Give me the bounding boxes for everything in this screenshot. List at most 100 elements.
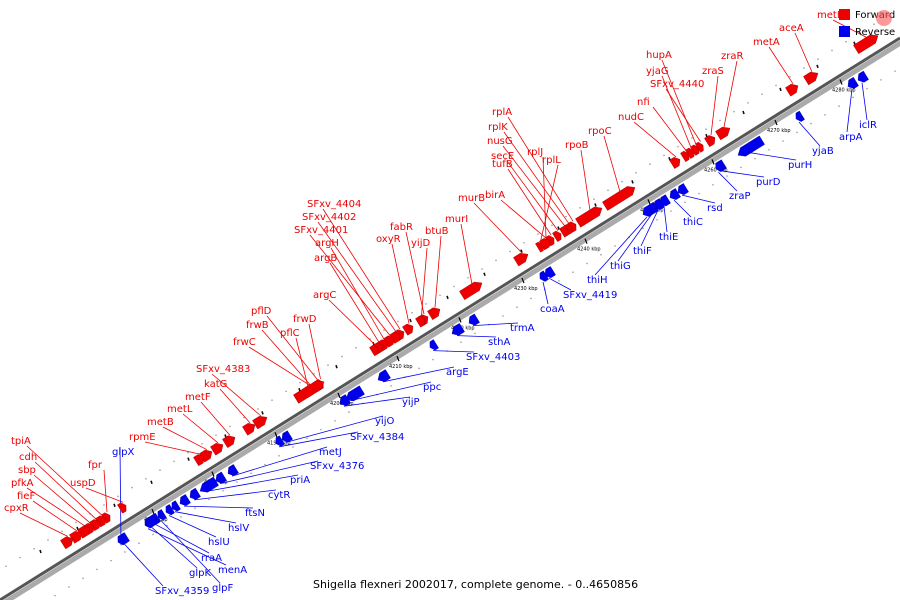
- track-dot: [698, 192, 700, 195]
- gene-label-meta: metA: [753, 37, 780, 48]
- track-dot: [418, 367, 420, 370]
- track-dot: [208, 498, 210, 501]
- leader-line: [507, 168, 552, 236]
- gene-label-glpx: glpX: [112, 447, 134, 458]
- gene-label-rsd: rsd: [707, 203, 723, 214]
- gene-label-frwc: frwC: [233, 337, 256, 348]
- track-dot: [691, 137, 693, 139]
- reverse-gene-arrow: [117, 534, 127, 546]
- leader-line: [710, 75, 719, 136]
- leader-line: [861, 82, 868, 121]
- feature-tick: [446, 295, 449, 300]
- gene-label-rraa: rraA: [201, 553, 222, 564]
- track-dot: [558, 280, 560, 282]
- leader-line: [309, 234, 391, 336]
- track-dot: [670, 210, 672, 212]
- reverse-gene-arrow: [847, 76, 859, 89]
- forward-gene-arrow: [222, 435, 236, 448]
- leader-line: [540, 164, 559, 242]
- gene-label-rpob: rpoB: [565, 140, 589, 151]
- gene-label-mena: menA: [218, 565, 247, 576]
- gene-label-yijp: yijP: [402, 397, 420, 408]
- gene-label-stha: sthA: [488, 337, 510, 348]
- gene-label-thig: thiG: [610, 261, 631, 272]
- leader-line: [119, 446, 122, 546]
- gene-label-uspd: uspD: [70, 478, 96, 489]
- reverse-gene-arrow: [737, 135, 765, 157]
- leader-line: [162, 426, 208, 451]
- leader-line: [211, 373, 262, 417]
- reverse-gene-arrow: [857, 70, 869, 83]
- track-dot: [537, 233, 539, 235]
- gene-label-glpk: glpK: [189, 568, 211, 579]
- track-dot: [131, 486, 133, 489]
- legend-forward-swatch: [839, 9, 850, 20]
- leader-line: [720, 170, 765, 178]
- feature-tick: [816, 64, 819, 69]
- leader-line: [200, 401, 231, 436]
- feature-tick: [557, 226, 560, 230]
- gene-label-nusg: nusG: [487, 136, 513, 147]
- track-dot: [663, 154, 665, 157]
- track-dot: [523, 241, 525, 244]
- track-dot: [635, 172, 637, 174]
- legend-reverse-label: Reverse: [855, 27, 895, 38]
- forward-gene-arrow: [853, 34, 879, 54]
- tick-label: 4270 kbp: [767, 128, 791, 134]
- track-dot: [768, 149, 770, 151]
- track-dot: [775, 84, 777, 87]
- track-dot: [747, 102, 749, 104]
- reverse-gene-arrow: [227, 464, 239, 476]
- leader-line: [231, 446, 328, 477]
- feature-tick: [520, 249, 523, 253]
- tick-mark: [774, 119, 778, 126]
- track-dot: [754, 157, 756, 160]
- forward-gene-arrow: [369, 345, 379, 357]
- reverse-gene-arrow: [199, 476, 219, 493]
- leader-line: [207, 474, 299, 492]
- gene-label-oxyr: oxyR: [376, 234, 401, 245]
- leader-line: [542, 156, 547, 239]
- gene-label-nfi: nfi: [637, 97, 650, 108]
- forward-gene-arrow: [785, 83, 799, 97]
- gene-label-purh: purH: [788, 160, 812, 171]
- leader-line: [768, 46, 794, 85]
- leader-line: [123, 543, 164, 587]
- track-dot: [33, 547, 35, 550]
- track-dot: [894, 70, 896, 72]
- gene-label-yijd: yijD: [411, 238, 430, 249]
- leader-line: [434, 235, 442, 308]
- track-dot: [68, 586, 70, 588]
- gene-label-btub: btuB: [425, 226, 449, 237]
- gene-label-sfxv-4440: SFxv_4440: [650, 79, 704, 90]
- forward-gene-arrow: [193, 454, 205, 467]
- gene-label-iclr: iclR: [859, 120, 877, 131]
- track-dot: [341, 355, 343, 358]
- genome-caption: Shigella flexneri 2002017, complete geno…: [313, 578, 638, 591]
- feature-tick: [335, 364, 338, 369]
- gene-label-acea: aceA: [779, 23, 804, 34]
- track-dot: [796, 131, 798, 134]
- track-dot: [243, 416, 245, 419]
- forward-gene-arrow: [680, 150, 690, 162]
- leader-line: [147, 528, 227, 566]
- forward-gene-arrow: [415, 315, 426, 328]
- forward-gene-arrow: [715, 126, 731, 141]
- reverse-gene-arrow: [642, 204, 654, 217]
- gene-label-rpla: rplA: [492, 107, 512, 118]
- track-dot: [397, 320, 399, 323]
- track-dot: [677, 145, 679, 148]
- forward-gene-arrow: [242, 422, 256, 436]
- legend: Forward Reverse: [839, 9, 895, 38]
- gene-label-yjab: yjaB: [812, 146, 834, 157]
- gene-label-thic: thiC: [683, 217, 703, 228]
- leader-line: [154, 523, 210, 554]
- track-dot: [75, 521, 77, 524]
- leader-line: [506, 160, 559, 231]
- gene-label-sfxv-4402: SFxv_4402: [302, 212, 356, 223]
- gene-label-tpia: tpiA: [11, 436, 31, 447]
- leader-line: [391, 243, 410, 324]
- track-dot: [222, 489, 224, 492]
- gene-label-hupa: hupA: [646, 50, 672, 61]
